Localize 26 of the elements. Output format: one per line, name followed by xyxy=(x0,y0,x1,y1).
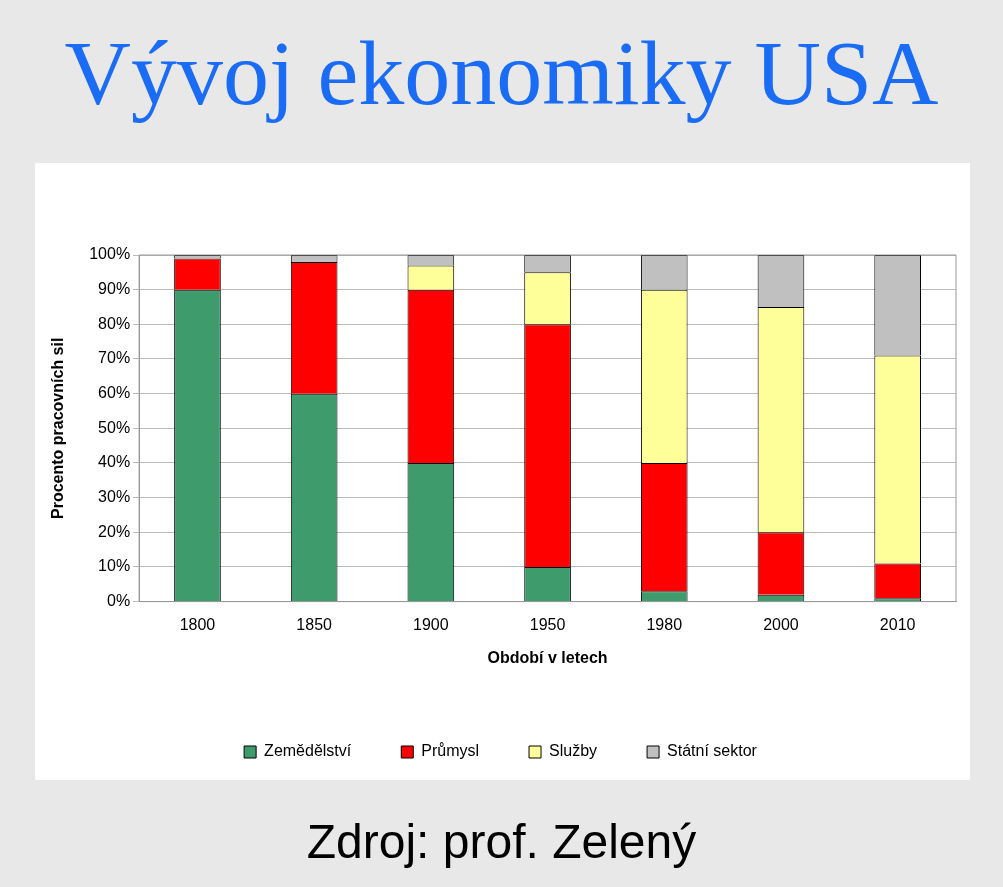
legend-label: Zemědělství xyxy=(264,742,352,760)
text: Zdroj: prof. Zelený xyxy=(305,814,698,870)
x-tick-label: 2000 xyxy=(763,615,799,633)
y-tick-label: 100% xyxy=(89,245,131,263)
x-tick-label: 1950 xyxy=(529,615,566,633)
y-tick-label: 80% xyxy=(98,314,131,332)
legend-label: Průmysl xyxy=(421,742,480,760)
y-tick-label: 90% xyxy=(98,280,131,298)
legend-label: Služby xyxy=(549,742,598,760)
x-tick-label: 2010 xyxy=(879,615,916,633)
y-tick-label: 10% xyxy=(98,557,131,575)
x-axis-title: Období v letech xyxy=(487,648,608,666)
y-tick-label: 70% xyxy=(98,349,131,367)
y-tick-label: 40% xyxy=(98,453,131,471)
legend-label: Státní sektor xyxy=(667,742,758,760)
y-axis-title: Procento pracovních sil xyxy=(49,337,67,519)
y-tick-label: 20% xyxy=(98,522,131,540)
x-tick-label: 1800 xyxy=(179,615,216,633)
x-tick-label: 1900 xyxy=(413,615,449,633)
y-tick-label: 30% xyxy=(98,488,131,506)
y-tick-label: 60% xyxy=(98,384,131,402)
y-tick-label: 50% xyxy=(98,418,131,436)
x-tick-label: 1980 xyxy=(646,615,683,633)
x-tick-label: 1850 xyxy=(296,615,333,633)
y-tick-label: 0% xyxy=(107,592,131,610)
chart-title: Vývoj ekonomiky USA xyxy=(63,21,940,126)
